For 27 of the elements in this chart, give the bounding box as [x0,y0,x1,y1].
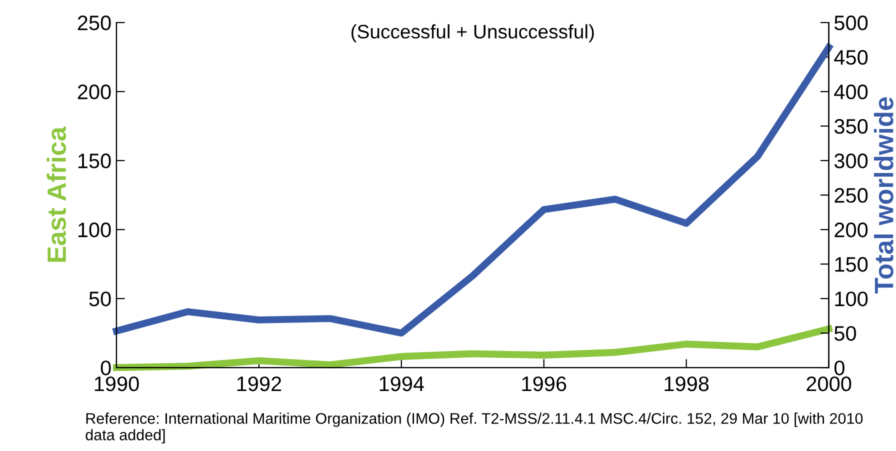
x-tick-label: 1994 [380,376,424,392]
y2-tick-label: 250 [834,188,868,203]
y2-tick-label: 450 [834,50,868,65]
y-tick-label: 250 [78,16,111,30]
x-tick-label: 2000 [806,376,852,392]
y-tick-label: 200 [78,84,111,100]
y2-tick-label: 50 [834,326,856,341]
text: Reference: International Maritime Organization (IMO) Ref. T2-MSS/2.11.4.1 MSC.4/Circ. 152, 29 Mar 10 [with 2010 data added] [86,412,863,444]
x-tick-label: 1996 [522,376,566,392]
y-axis-title: East Africa [46,126,66,262]
x-tick-label: 1990 [94,376,139,392]
x-tick-label: 1992 [237,376,282,392]
y2-tick-label: 500 [834,16,868,30]
y2-tick-label: 0 [834,360,844,376]
y2-tick-label: 300 [834,154,868,168]
chart-title: (Successful + Unsuccessful) [351,24,594,42]
y2-tick-label: 400 [834,84,868,100]
y-tick-label: 150 [78,154,111,168]
y2-axis-title: Total worldwide [874,97,894,294]
y-tick-label: 100 [78,222,111,238]
y-tick-label: 50 [89,292,111,306]
y-tick-label: 0 [100,360,111,376]
y2-tick-label: 100 [835,292,868,306]
x-tick-label: 1998 [664,376,709,392]
y2-tick-label: 150 [835,257,868,272]
y2-tick-label: 200 [834,222,868,238]
y2-tick-label: 350 [834,119,868,134]
